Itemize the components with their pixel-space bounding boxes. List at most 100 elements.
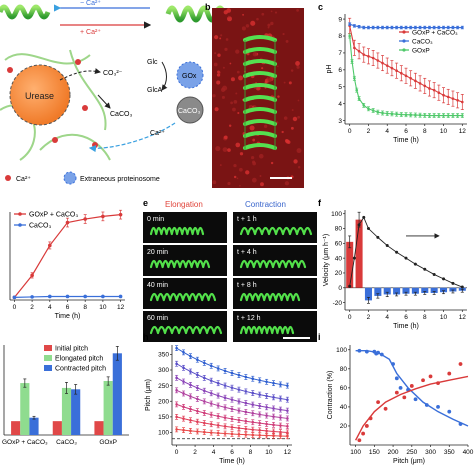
velocity-bar-blue — [383, 287, 391, 295]
pitch-bar — [61, 387, 72, 435]
x-tick-label: 0 — [348, 314, 352, 321]
speckle — [252, 52, 258, 57]
data-point — [353, 24, 356, 28]
curve-point — [423, 267, 427, 271]
curve-point — [357, 223, 361, 227]
legend-label: Elongated pitch — [55, 356, 103, 363]
speckle — [296, 65, 300, 69]
frame-grid: 0 min 20 min 40 min 60 min t + 1 h t + 4 h t +… — [143, 212, 317, 342]
speckle — [238, 75, 243, 81]
gox-sphere — [176, 61, 204, 89]
y-tick-label: 100 — [158, 430, 169, 437]
scatter-point-blue — [394, 376, 399, 381]
speckle — [227, 16, 232, 22]
speckle — [260, 182, 264, 187]
speckle — [249, 125, 255, 131]
co3-label: CO₃²⁻ — [103, 70, 123, 77]
x-tick-label: 2 — [193, 449, 197, 456]
y-tick-label: 6 — [338, 67, 342, 74]
legend-label: Initial pitch — [55, 346, 88, 353]
data-point — [286, 417, 289, 420]
data-point — [423, 84, 427, 88]
elongation-header: Elongation — [165, 200, 203, 209]
data-point — [400, 71, 403, 75]
glca-label: GlcA — [147, 87, 163, 94]
speckle — [274, 11, 278, 14]
y-axis-label: Contraction (%) — [327, 371, 334, 420]
data-point — [286, 409, 289, 412]
caco3-ball-label: CaCO₃ — [178, 108, 200, 115]
velocity-bar-blue — [393, 287, 401, 295]
speckle — [222, 147, 228, 153]
x-tick-label: 4 — [212, 449, 216, 456]
speckle — [245, 170, 250, 175]
arrow-label-plus-ca: + Ca²⁺ — [80, 29, 101, 36]
speckle — [276, 65, 279, 68]
y-tick-label: 3 — [338, 118, 342, 125]
x-tick-label: 10 — [440, 314, 448, 321]
frame-background — [143, 245, 227, 276]
data-point — [423, 26, 427, 29]
x-axis-label: Time (h) — [55, 313, 81, 320]
y-tick-label: 7 — [338, 50, 342, 57]
series-line — [176, 363, 288, 401]
data-point — [385, 64, 389, 67]
gox-label: GOx — [182, 73, 197, 80]
chart-c-plot: 0 2 4 6 8 10 12 3 4 5 6 7 8 9 Time (h) pH GOxP + CaCO₃ Ca… — [326, 14, 467, 144]
data-point — [350, 60, 354, 63]
data-point — [355, 88, 359, 92]
data-point — [390, 66, 394, 70]
arrow-label-minus-ca: − Ca²⁺ — [80, 0, 101, 7]
y-tick-label: 9 — [338, 16, 342, 23]
pitch-bar — [103, 381, 113, 435]
series-line — [349, 25, 463, 103]
frame-time-label: t + 8 h — [237, 282, 257, 289]
panel-h-chart: h 0 2 4 6 8 10 12 100 150 200 250 300 350 Time (h) Pit… — [143, 332, 292, 465]
data-point — [83, 294, 87, 299]
x-tick-label: 2 — [30, 304, 34, 311]
caco3-sphere — [176, 96, 204, 124]
pitch-bar — [71, 389, 81, 435]
series-line — [176, 416, 288, 433]
speckle — [235, 142, 241, 148]
data-point — [101, 294, 105, 299]
speckle — [233, 175, 237, 179]
pitch-bar — [52, 421, 62, 435]
data-point — [446, 114, 450, 117]
speckle — [241, 26, 246, 31]
data-point — [418, 82, 422, 85]
speckle — [297, 99, 300, 102]
frame-background — [143, 311, 227, 342]
speckle — [230, 101, 233, 105]
speckle — [219, 164, 222, 167]
data-point — [446, 26, 450, 29]
speckle — [235, 49, 240, 54]
data-point — [101, 214, 105, 219]
speckle — [292, 116, 298, 122]
data-point — [418, 26, 422, 29]
speckle — [219, 37, 222, 40]
scatter-point-red — [383, 406, 388, 411]
data-point — [451, 114, 455, 117]
speckle — [223, 10, 228, 15]
speckle — [233, 163, 237, 168]
speckle — [283, 81, 286, 84]
legend-marker — [18, 223, 22, 227]
x-tick-label: 4 — [385, 314, 389, 321]
data-point — [286, 424, 289, 428]
speckle — [296, 8, 299, 12]
data-point — [395, 69, 398, 72]
data-point — [376, 59, 380, 62]
data-point — [428, 26, 431, 29]
speckle — [270, 21, 274, 26]
speckle — [259, 175, 262, 177]
fibre — [39, 133, 111, 161]
data-point — [286, 431, 289, 434]
scatter-point-red — [428, 374, 433, 379]
panel-f-chart: f 0 2 4 6 8 10 12 -20 0 20 40 60 80 100 Time (h) Veloci… — [318, 198, 467, 330]
data-point — [395, 26, 398, 29]
legend-marker — [18, 212, 22, 216]
data-point — [371, 26, 375, 29]
data-point — [12, 295, 17, 300]
